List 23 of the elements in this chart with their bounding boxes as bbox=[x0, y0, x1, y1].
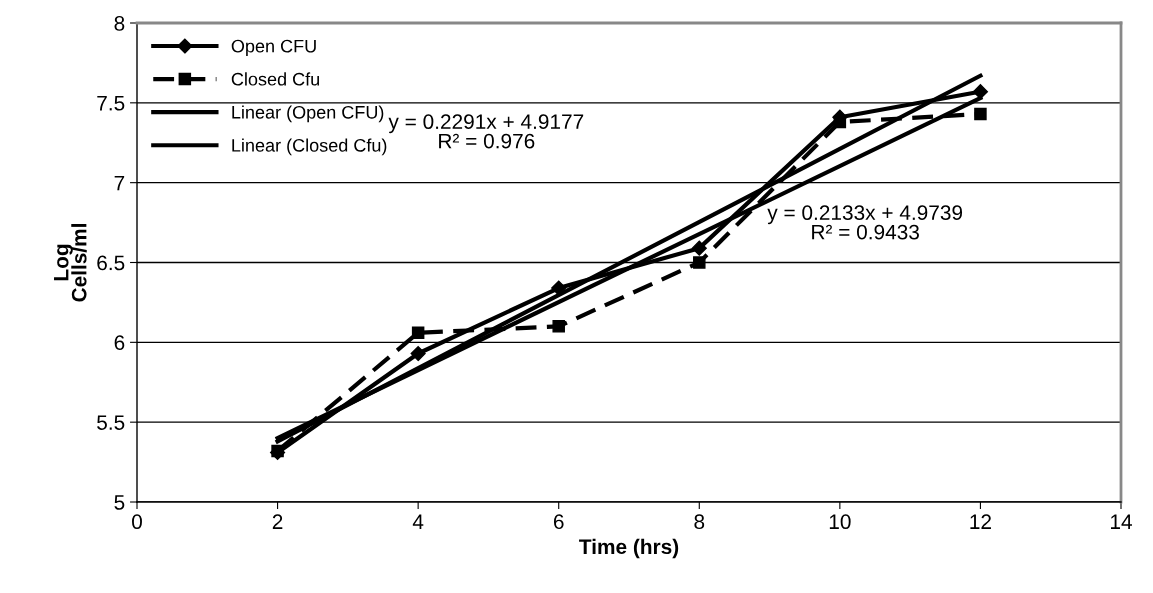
y-tick-label: 6 bbox=[114, 335, 125, 351]
x-tick-label: 4 bbox=[412, 514, 424, 529]
y-tick-label: 7 bbox=[114, 175, 125, 191]
x-tick-label: 2 bbox=[272, 514, 283, 529]
x-tick-label: 14 bbox=[1111, 514, 1132, 529]
y-tick-label: 7.5 bbox=[97, 96, 125, 111]
x-tick-label: 0 bbox=[132, 514, 142, 530]
x-tick-label: 12 bbox=[970, 514, 991, 529]
legend-label: Open CFU bbox=[231, 39, 316, 57]
x-tick-label: 6 bbox=[553, 514, 564, 530]
y-tick-label: 6.5 bbox=[97, 255, 125, 271]
y-axis-title: Log Cells/ml bbox=[54, 224, 87, 302]
annotation: y = 0.2291x + 4.9177 R² = 0.976 bbox=[388, 114, 584, 149]
legend-label: Closed Cfu bbox=[231, 72, 320, 86]
x-axis-title: Time (hrs) bbox=[579, 538, 679, 559]
x-tick-label: 10 bbox=[829, 514, 851, 530]
annotation: y = 0.2133x + 4.9739 R² = 0.9433 bbox=[767, 205, 963, 240]
y-tick-label: 8 bbox=[114, 16, 125, 31]
legend-label: Linear (Closed Cfu) bbox=[232, 138, 387, 156]
y-tick-label: 5 bbox=[114, 495, 125, 510]
legend-label: Linear (Open CFU) bbox=[232, 105, 384, 123]
x-tick-label: 8 bbox=[694, 514, 705, 530]
y-tick-label: 5.5 bbox=[97, 415, 125, 430]
